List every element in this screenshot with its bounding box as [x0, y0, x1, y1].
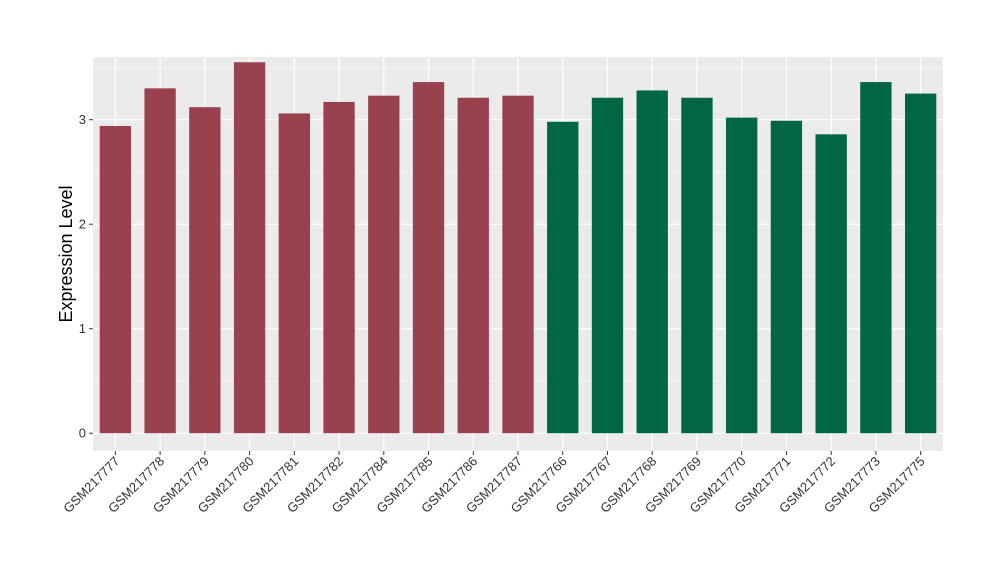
bar: [815, 134, 847, 434]
bar: [860, 82, 892, 434]
y-axis: 0 1 2 3: [79, 112, 93, 441]
bar: [770, 120, 803, 434]
bar: [726, 117, 758, 434]
y-tick-label: 1: [79, 321, 86, 336]
bar: [368, 95, 400, 434]
bar: [412, 82, 445, 434]
bar: [457, 97, 489, 434]
bar: [636, 90, 668, 434]
bar: [547, 121, 579, 434]
x-axis: GSM217777GSM217778GSM217779GSM217780GSM2…: [60, 451, 928, 516]
y-tick-label: 3: [79, 112, 86, 127]
y-tick-label: 0: [79, 426, 86, 441]
bar: [502, 95, 534, 434]
bar: [144, 88, 176, 434]
y-axis-label: Expression Level: [56, 185, 76, 322]
bar: [233, 62, 266, 434]
bar: [323, 101, 355, 434]
bar: [99, 125, 132, 434]
bar: [904, 93, 937, 434]
bars: [99, 62, 937, 434]
bar: [591, 97, 624, 434]
y-tick-label: 2: [79, 217, 86, 232]
bar: [189, 107, 221, 434]
bar: [278, 113, 310, 434]
bar: [681, 97, 713, 434]
